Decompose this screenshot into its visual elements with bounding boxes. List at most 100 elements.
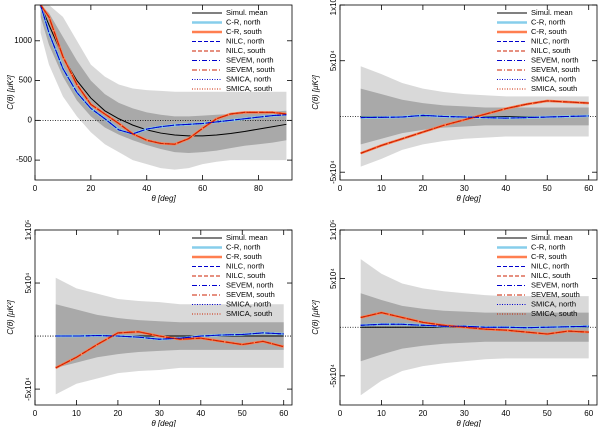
legend-label: C-R, south [226, 252, 262, 261]
series-line [360, 114, 589, 119]
y-tick-label: 5x10⁴ [24, 272, 33, 293]
legend-label: SMICA, north [531, 299, 576, 308]
y-axis-label: C(θ) [μK²] [6, 74, 15, 109]
x-axis-label: θ [deg] [151, 419, 176, 427]
x-tick-label: 0 [338, 184, 343, 193]
legend-label: C-R, south [531, 252, 567, 261]
x-tick-label: 10 [72, 409, 81, 418]
x-tick-label: 20 [418, 184, 427, 193]
y-tick-label: 5x10⁴ [329, 268, 338, 289]
legend-label: C-R, south [531, 27, 567, 36]
x-tick-label: 10 [377, 184, 386, 193]
legend-label: SEVEM, south [226, 65, 275, 74]
legend-label: SMICA, south [531, 84, 577, 93]
y-tick-label: -5x10⁴ [329, 160, 338, 184]
series-line [360, 323, 589, 329]
legend-label: NILC, south [531, 46, 571, 55]
y-tick-label: -5x10⁴ [24, 377, 33, 401]
plot-area [35, 277, 292, 395]
x-tick-label: 40 [196, 409, 205, 418]
panel: 0 20 40 60 80 -500 0 500 1000 θ [deg] C(θ) [μK²] Si… [6, 4, 293, 203]
x-tick-label: 30 [460, 184, 469, 193]
x-tick-label: 30 [155, 409, 164, 418]
x-axis-label: θ [deg] [456, 194, 481, 203]
x-axis-label: θ [deg] [151, 194, 176, 203]
legend-label: SMICA, north [226, 74, 271, 83]
legend-label: NILC, north [531, 36, 569, 45]
x-tick-label: 0 [33, 184, 38, 193]
x-tick-label: 60 [198, 184, 207, 193]
legend-label: SEVEM, north [226, 55, 274, 64]
x-tick-label: 50 [238, 409, 247, 418]
legend-label: NILC, north [226, 261, 264, 270]
x-tick-label: 0 [338, 409, 343, 418]
series-line [40, 5, 287, 135]
legend-label: NILC, north [226, 36, 264, 45]
y-tick-label: 1x10⁵ [329, 220, 338, 241]
y-axis-label: C(θ) [μK²] [311, 299, 320, 334]
legend-label: NILC, south [226, 46, 266, 55]
legend-label: C-R, south [226, 27, 262, 36]
y-tick-label: 500 [19, 76, 33, 85]
series-line [40, 5, 287, 145]
legend-label: SMICA, south [226, 84, 272, 93]
series-line [40, 5, 287, 137]
panel: 0 10 20 30 40 50 60 -5x10⁴ 5x10⁴ 1x10⁵ θ [deg] C(θ)… [311, 220, 598, 427]
x-tick-label: 40 [142, 184, 151, 193]
axes-frame [339, 229, 598, 406]
legend-label: NILC, south [531, 271, 571, 280]
x-tick-label: 20 [418, 409, 427, 418]
legend-label: Simul. mean [531, 8, 573, 17]
legend-label: SEVEM, north [531, 280, 579, 289]
axes-frame [34, 4, 293, 181]
legend-label: SMICA, south [531, 309, 577, 318]
panel: 0 10 20 30 40 50 60 -5x10⁴ 5x10⁴ 1x10⁵ θ [deg] C(θ)… [311, 0, 598, 203]
y-tick-label: -500 [16, 155, 33, 164]
y-tick-label: 0 [28, 115, 33, 124]
legend-label: C-R, north [531, 242, 566, 251]
x-tick-label: 50 [543, 409, 552, 418]
plot-area [35, 5, 292, 170]
legend-label: SMICA, south [226, 309, 272, 318]
legend-label: SEVEM, south [531, 290, 580, 299]
y-tick-label: 1x10⁵ [329, 0, 338, 15]
legend-label: NILC, north [531, 261, 569, 270]
x-tick-label: 60 [584, 184, 593, 193]
legend-label: NILC, south [226, 271, 266, 280]
legend-label: Simul. mean [531, 233, 573, 242]
x-tick-label: 20 [113, 409, 122, 418]
legend-label: SEVEM, south [226, 290, 275, 299]
legend-label: C-R, north [531, 17, 566, 26]
y-tick-label: 1000 [14, 36, 32, 45]
legend-label: C-R, north [226, 242, 261, 251]
x-tick-label: 60 [279, 409, 288, 418]
axes-frame [339, 4, 598, 181]
legend-label: SEVEM, south [531, 65, 580, 74]
x-tick-label: 50 [543, 184, 552, 193]
x-tick-label: 40 [501, 184, 510, 193]
y-axis-label: C(θ) [μK²] [311, 74, 320, 109]
x-tick-label: 30 [460, 409, 469, 418]
series-line [360, 100, 589, 154]
legend-label: SMICA, north [531, 74, 576, 83]
series-line [55, 332, 284, 340]
series-line [55, 331, 284, 369]
x-tick-label: 20 [86, 184, 95, 193]
axes-frame [34, 229, 293, 406]
x-tick-label: 0 [33, 409, 38, 418]
series-line [360, 312, 589, 335]
legend-label: SEVEM, north [226, 280, 274, 289]
x-tick-label: 40 [501, 409, 510, 418]
y-axis-label: C(θ) [μK²] [6, 299, 15, 334]
y-tick-label: 1x10⁵ [24, 220, 33, 241]
x-tick-label: 80 [254, 184, 263, 193]
x-tick-label: 10 [377, 409, 386, 418]
legend-label: Simul. mean [226, 233, 268, 242]
plot-area [340, 259, 597, 396]
x-tick-label: 60 [584, 409, 593, 418]
y-tick-label: 5x10⁴ [329, 50, 338, 71]
y-tick-label: -5x10⁴ [329, 364, 338, 388]
legend-label: SEVEM, north [531, 55, 579, 64]
panel: 0 10 20 30 40 50 60 -5x10⁴ 5x10⁴ 1x10⁵ θ [deg] C(θ)… [6, 220, 293, 427]
